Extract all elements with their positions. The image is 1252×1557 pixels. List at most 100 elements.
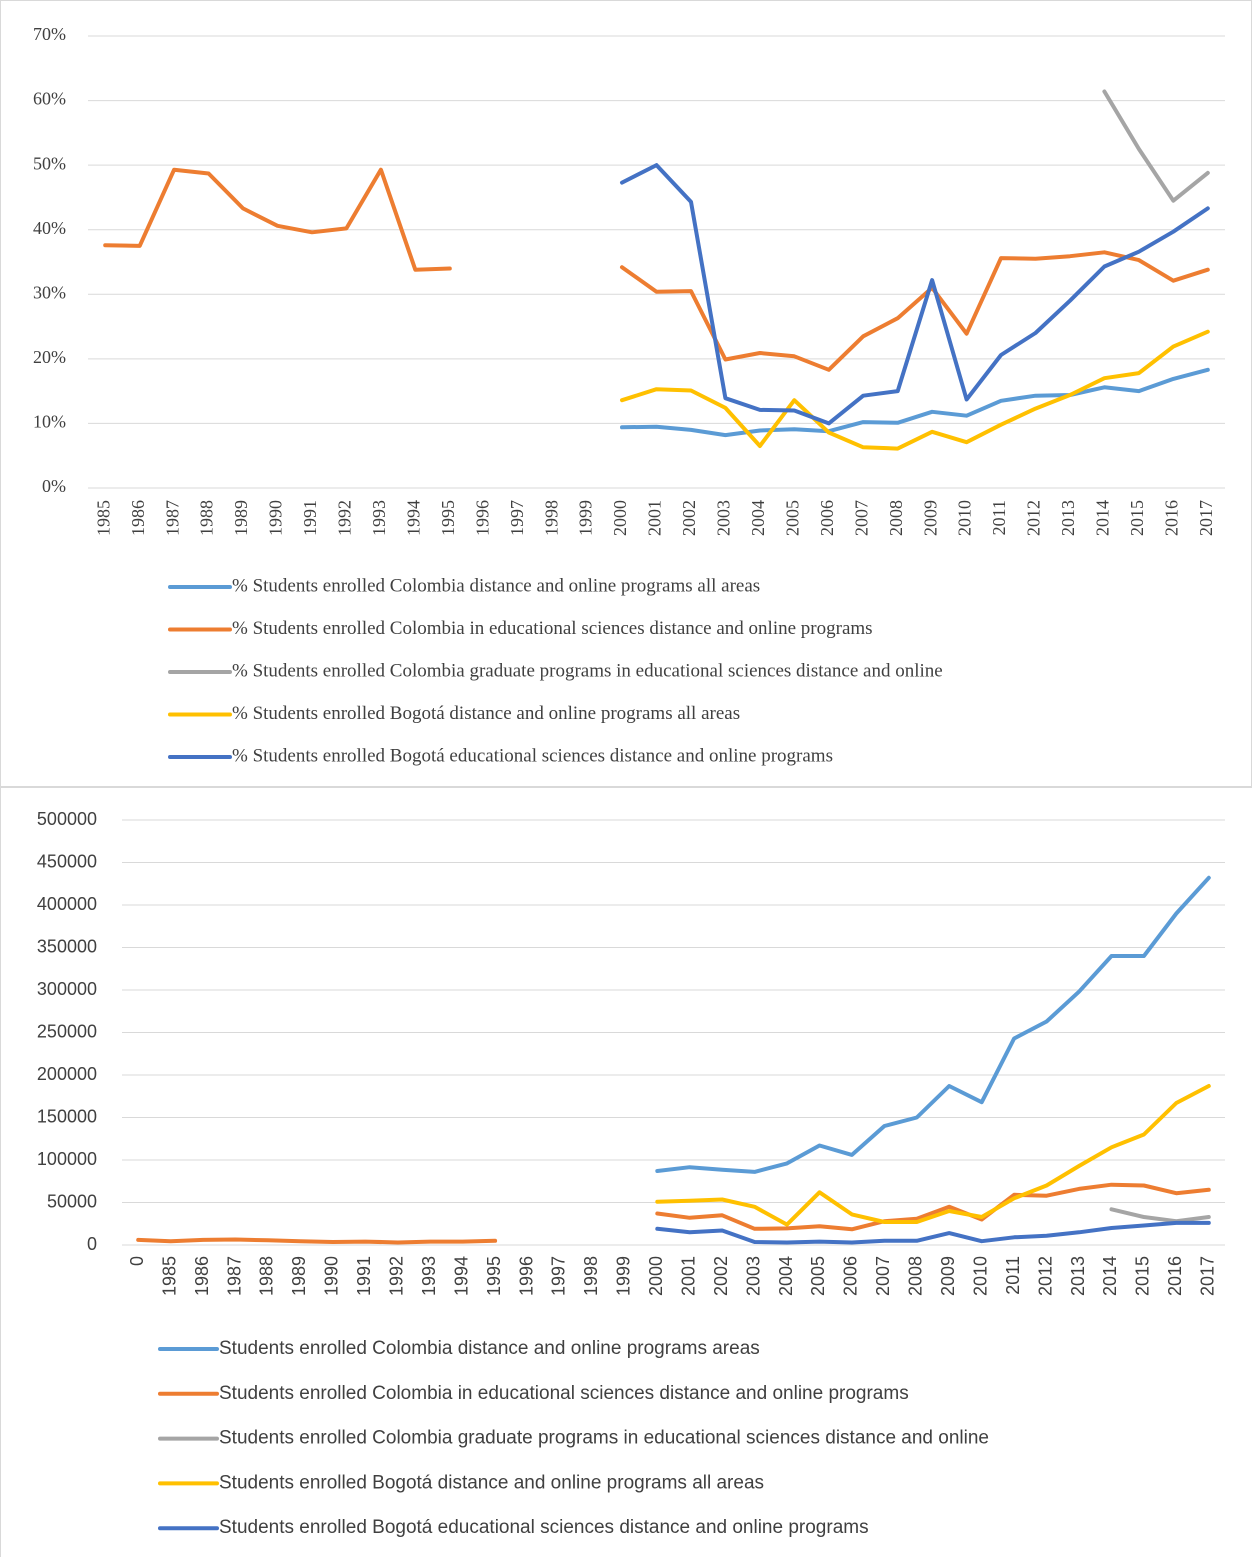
x-tick-label: 1996 — [516, 1256, 536, 1296]
x-tick-label: 2006 — [817, 500, 837, 536]
y-tick-label: 350000 — [37, 936, 97, 956]
legend-label: Students enrolled Bogotá distance and on… — [219, 1472, 764, 1493]
x-tick-label: 2014 — [1093, 500, 1113, 536]
y-tick-label: 100000 — [37, 1149, 97, 1169]
x-tick-label: 1993 — [419, 1256, 439, 1296]
x-tick-label: 2013 — [1058, 500, 1078, 536]
x-tick-label: 1998 — [581, 1256, 601, 1296]
y-tick-label: 200000 — [37, 1064, 97, 1084]
x-tick-label: 1993 — [369, 500, 389, 536]
x-tick-label: 2015 — [1127, 500, 1147, 536]
x-tick-label: 2015 — [1133, 1256, 1153, 1296]
x-tick-label: 2000 — [610, 500, 630, 536]
x-tick-label: 1985 — [93, 500, 113, 536]
x-tick-label: 2014 — [1100, 1256, 1120, 1296]
series-line — [1109, 1207, 1211, 1224]
x-tick-label: 2012 — [1024, 500, 1044, 536]
x-tick-label: 1988 — [257, 1256, 277, 1296]
x-tick-label: 2009 — [938, 1256, 958, 1296]
series-line — [1102, 89, 1210, 203]
x-tick-label: 1997 — [507, 500, 527, 536]
y-tick-label: 60% — [33, 89, 66, 109]
chart: 0% 10% 20% 30% 40% 50% 60% 70% 1985 1986 1987 1988 1… — [33, 24, 1225, 766]
y-tick-label: 500000 — [37, 809, 97, 829]
y-tick-label: 0 — [87, 1234, 97, 1254]
legend-label: Students enrolled Colombia in educationa… — [219, 1383, 909, 1404]
y-tick-label: 70% — [33, 24, 66, 44]
x-tick-label: 1990 — [266, 500, 286, 536]
x-tick-label: 2007 — [873, 1256, 893, 1296]
x-tick-label: 1991 — [354, 1256, 374, 1296]
legend-label: Students enrolled Colombia graduate prog… — [219, 1428, 989, 1449]
series-line — [136, 1182, 1211, 1245]
x-tick-label: 2011 — [989, 500, 1009, 535]
legend-label: % Students enrolled Bogotá educational s… — [232, 745, 833, 766]
x-tick-label: 1996 — [472, 500, 492, 536]
y-tick-label: 50000 — [47, 1191, 97, 1211]
x-tick-label: 1992 — [335, 500, 355, 536]
y-tick-label: 150000 — [37, 1106, 97, 1126]
x-tick-label: 2017 — [1196, 500, 1216, 536]
x-tick-label: 1995 — [438, 500, 458, 536]
x-tick-label: 2002 — [679, 500, 699, 536]
legend-label: Students enrolled Colombia distance and … — [219, 1338, 760, 1359]
y-tick-label: 20% — [33, 347, 66, 367]
x-tick-label: 2001 — [678, 1256, 698, 1296]
x-tick-label: 2001 — [645, 500, 665, 536]
series-line — [655, 1084, 1211, 1227]
x-tick-label: 0 — [127, 1256, 147, 1266]
x-tick-label: 1997 — [549, 1256, 569, 1296]
x-tick-label: 2006 — [841, 1256, 861, 1296]
legend-label: % Students enrolled Colombia distance an… — [232, 575, 760, 596]
x-tick-label: 2009 — [920, 500, 940, 536]
x-tick-label: 2010 — [955, 500, 975, 536]
x-tick-label: 2004 — [748, 500, 768, 536]
x-tick-label: 1994 — [451, 1256, 471, 1296]
y-tick-label: 300000 — [37, 979, 97, 999]
x-tick-label: 2012 — [1035, 1256, 1055, 1296]
x-tick-label: 1989 — [231, 500, 251, 536]
x-tick-label: 1991 — [300, 500, 320, 536]
x-tick-label: 1987 — [162, 500, 182, 536]
y-tick-label: 40% — [33, 218, 66, 238]
legend-label: % Students enrolled Bogotá distance and … — [232, 703, 740, 724]
y-tick-label: 400000 — [37, 894, 97, 914]
x-tick-label: 1999 — [576, 500, 596, 536]
series-line — [620, 163, 1210, 426]
series-line — [655, 875, 1211, 1174]
x-tick-label: 2003 — [714, 500, 734, 536]
x-tick-label: 2016 — [1161, 500, 1181, 536]
y-tick-label: 50% — [33, 153, 66, 173]
x-tick-label: 1994 — [403, 500, 423, 536]
x-tick-label: 1988 — [197, 500, 217, 536]
x-tick-label: 1985 — [159, 1256, 179, 1296]
x-tick-label: 1986 — [192, 1256, 212, 1296]
x-tick-label: 1987 — [224, 1256, 244, 1296]
x-tick-label: 1992 — [387, 1256, 407, 1296]
x-tick-label: 2003 — [743, 1256, 763, 1296]
x-tick-label: 2016 — [1165, 1256, 1185, 1296]
x-tick-label: 2005 — [808, 1256, 828, 1296]
x-tick-label: 2011 — [1003, 1256, 1023, 1295]
x-tick-label: 2007 — [851, 500, 871, 536]
legend-label: % Students enrolled Colombia in educatio… — [232, 618, 873, 639]
y-tick-label: 250000 — [37, 1021, 97, 1041]
x-tick-label: 2013 — [1068, 1256, 1088, 1296]
x-tick-label: 1986 — [128, 500, 148, 536]
x-tick-label: 1998 — [541, 500, 561, 536]
x-tick-label: 1990 — [322, 1256, 342, 1296]
x-tick-label: 1995 — [484, 1256, 504, 1296]
legend-label: % Students enrolled Colombia graduate pr… — [232, 660, 943, 681]
y-tick-label: 10% — [33, 412, 66, 432]
legend-label: Students enrolled Bogotá educational sci… — [219, 1517, 869, 1538]
chart: 0 50000 100000 150000 200000 250000 300000 3500… — [37, 809, 1225, 1538]
series-line — [620, 367, 1210, 438]
y-tick-label: 0% — [42, 476, 66, 496]
x-tick-label: 2005 — [782, 500, 802, 536]
x-tick-label: 2000 — [646, 1256, 666, 1296]
x-tick-label: 2004 — [776, 1256, 796, 1296]
y-tick-label: 450000 — [37, 851, 97, 871]
series-line — [103, 167, 1210, 372]
x-tick-label: 2008 — [906, 1256, 926, 1296]
